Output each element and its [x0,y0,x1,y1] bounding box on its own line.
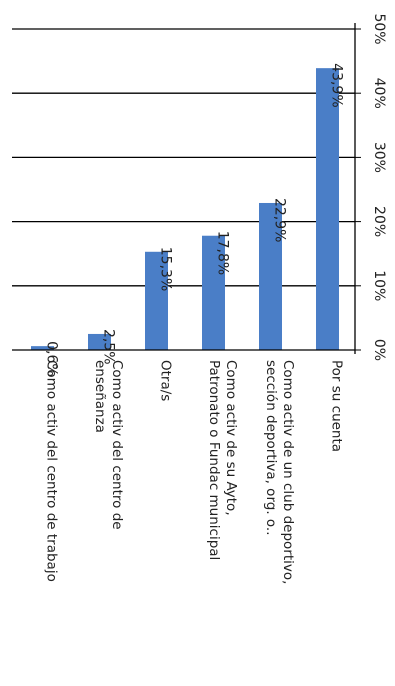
y-tick-label: 50% [371,13,387,44]
y-tick-label: 30% [371,142,387,173]
labels: 0%10%20%30%40%50%0,6%Como activ del cent… [44,13,388,584]
data-label: 2,5% [101,329,117,365]
y-tick-label: 40% [371,78,387,109]
y-tick-label: 0% [371,339,387,361]
bar [259,202,282,350]
category-label: Como activ de su Ayto, [223,360,239,516]
data-label: 43,9% [329,63,345,107]
y-tick-label: 10% [371,270,387,301]
data-label: 0,6% [44,341,60,377]
category-label: enseñanza [92,360,108,433]
category-label: Otra/s [158,360,174,401]
gridlines [12,28,355,287]
category-label: Patronato o Fundac municipal [206,360,222,560]
data-label: 22,9% [272,198,288,242]
bar [202,235,225,350]
bar [88,333,111,350]
bar [145,251,168,350]
category-label: Como activ del centro de trabajo [44,360,60,582]
data-label: 15,3% [158,247,174,291]
y-tick-label: 20% [371,206,387,237]
category-label: sección deportiva, org. o.. [263,360,279,536]
axes [12,23,361,354]
category-label: Como activ del centro de [109,360,125,530]
category-label: Por su cuenta [329,360,345,452]
bars [31,68,339,351]
bar [316,68,339,351]
bar [31,346,54,350]
data-label: 17,8% [215,231,231,275]
category-label: Como activ de un club deportivo, [280,360,296,584]
